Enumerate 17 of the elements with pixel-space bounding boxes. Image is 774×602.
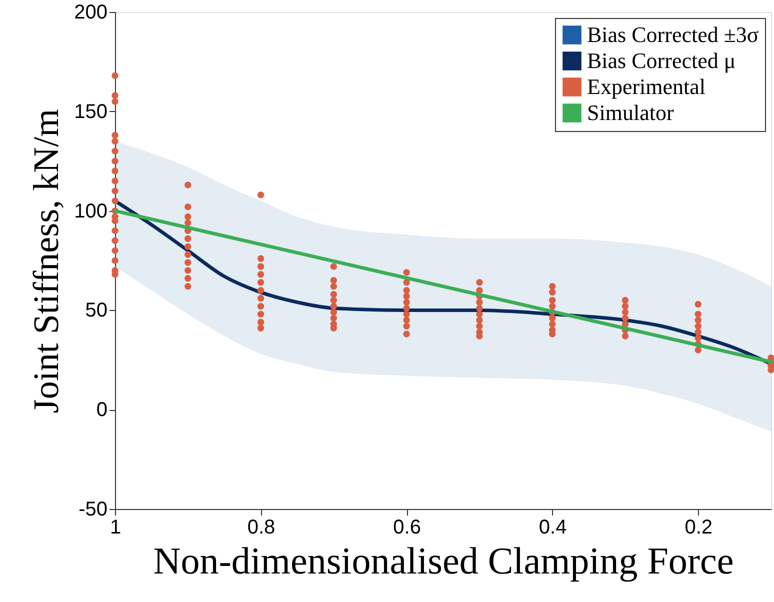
- y-axis-title: Joint Stiffness, kN/m: [26, 108, 66, 414]
- y-tick-label: 0: [96, 399, 108, 422]
- x-tick-label: 0.2: [684, 516, 713, 538]
- y-tick-label: 50: [85, 300, 108, 322]
- x-axis-title: Non-dimensionalised Clamping Force: [153, 540, 734, 582]
- legend-label: Simulator: [587, 100, 674, 125]
- y-tick-label: 150: [74, 100, 108, 123]
- legend-label: Bias Corrected ±3σ: [587, 22, 759, 47]
- legend-label: Experimental: [587, 74, 706, 99]
- y-tick-label: 100: [74, 200, 108, 222]
- y-tick-label: 200: [74, 2, 108, 24]
- y-tick-label: -50: [78, 498, 108, 520]
- x-tick-label: 0.8: [247, 516, 276, 538]
- x-tick-label: 0.6: [393, 516, 421, 538]
- legend-label: Bias Corrected μ: [587, 48, 736, 73]
- x-tick-label: 1: [110, 516, 122, 538]
- x-tick-label: 0.4: [538, 516, 567, 538]
